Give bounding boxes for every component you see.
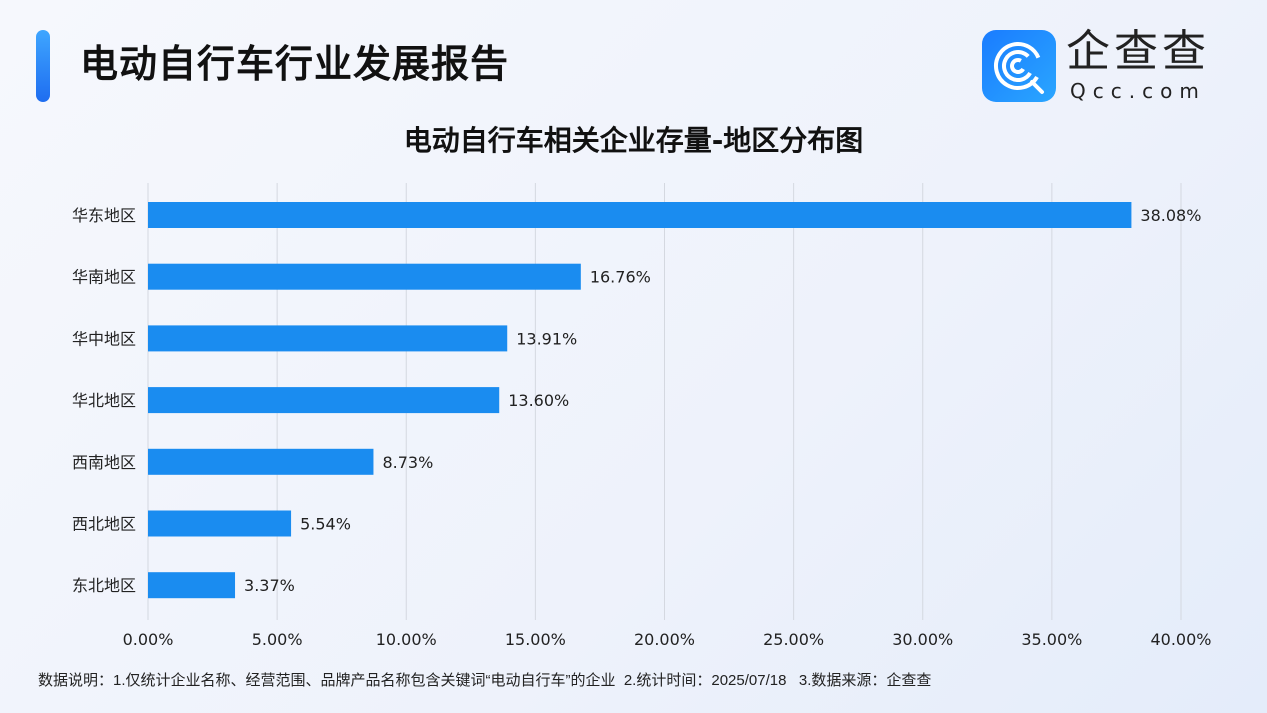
bar bbox=[148, 263, 581, 290]
bar bbox=[148, 448, 374, 475]
x-tick-label: 20.00% bbox=[634, 630, 695, 649]
bar bbox=[148, 572, 236, 599]
title-accent-bar bbox=[36, 30, 50, 102]
bar-value-label: 3.37% bbox=[244, 576, 295, 595]
qcc-logo-icon bbox=[982, 30, 1056, 102]
bar-value-label: 16.76% bbox=[590, 268, 651, 287]
logo-text-cn: 企查查 bbox=[1066, 26, 1210, 77]
page-title: 电动自行车行业发展报告 bbox=[80, 42, 510, 86]
y-category-label: 东北地区 bbox=[72, 576, 136, 595]
y-category-label: 西北地区 bbox=[72, 515, 136, 534]
bar bbox=[148, 510, 292, 537]
bar bbox=[148, 387, 500, 414]
x-tick-label: 25.00% bbox=[763, 630, 824, 649]
bar bbox=[148, 202, 1132, 228]
bar-value-label: 38.08% bbox=[1140, 206, 1201, 225]
bar-value-label: 8.73% bbox=[382, 453, 433, 472]
x-tick-label: 10.00% bbox=[376, 630, 437, 649]
x-tick-label: 40.00% bbox=[1150, 630, 1211, 649]
footer-note: 数据说明：1.仅统计企业名称、经营范围、品牌产品名称包含关键词“电动自行车”的企… bbox=[38, 672, 932, 689]
bar bbox=[148, 325, 508, 352]
x-tick-label: 15.00% bbox=[505, 630, 566, 649]
y-category-label: 西南地区 bbox=[72, 453, 136, 472]
chart-title: 电动自行车相关企业存量-地区分布图 bbox=[403, 124, 864, 157]
bar-value-label: 5.54% bbox=[300, 515, 351, 534]
x-tick-label: 30.00% bbox=[892, 630, 953, 649]
logo-text-en: Qcc.com bbox=[1070, 79, 1206, 103]
y-category-label: 华东地区 bbox=[72, 206, 136, 225]
x-tick-label: 35.00% bbox=[1021, 630, 1082, 649]
bar-value-label: 13.60% bbox=[508, 391, 569, 410]
x-tick-label: 5.00% bbox=[252, 630, 303, 649]
x-tick-label: 0.00% bbox=[123, 630, 174, 649]
y-category-label: 华南地区 bbox=[72, 268, 136, 287]
y-category-label: 华中地区 bbox=[72, 329, 136, 348]
bar-value-label: 13.91% bbox=[516, 329, 577, 348]
y-category-label: 华北地区 bbox=[72, 391, 136, 410]
